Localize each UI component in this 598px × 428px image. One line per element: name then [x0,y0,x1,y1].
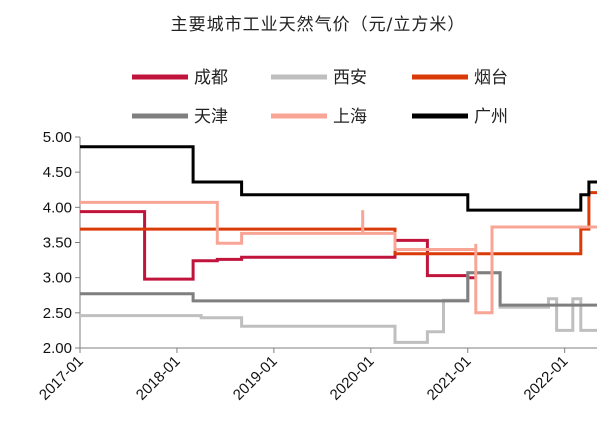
x-tick-label: 2021-01 [424,353,475,404]
series-layer [80,145,597,344]
legend-label: 西安 [333,68,367,88]
legend-label: 成都 [194,68,228,88]
chart-title: 主要城市工业天然气价（元/立方米） [171,15,466,35]
x-tick-label: 2022-01 [521,353,572,404]
x-tick-label: 2018-01 [133,353,184,404]
y-tick-label: 2.00 [43,340,72,357]
x-tick-label: 2019-01 [230,353,281,404]
x-tick-label: 2020-01 [327,353,378,404]
series-line-广州 [80,145,597,212]
series-line-西安 [80,271,597,344]
legend-label: 天津 [194,107,228,127]
y-tick-label: 2.50 [43,305,72,322]
axes: 2.00 2.50 3.00 3.50 4.00 4.50 5.00 2017-01 2018-… [36,129,597,404]
series-line-成都 [80,210,476,281]
legend-label: 烟台 [474,68,508,88]
series-line-天津 [80,271,597,307]
legend-label: 广州 [474,107,508,127]
y-tick-label: 5.00 [43,129,72,146]
y-tick-label: 3.00 [43,270,72,287]
y-tick-label: 4.00 [43,199,72,216]
y-tick-label: 4.50 [43,164,72,181]
x-tick-label: 2017-01 [36,353,87,404]
y-tick-label: 3.50 [43,235,72,252]
legend-label: 上海 [333,107,367,127]
series-line-上海 [80,200,597,315]
